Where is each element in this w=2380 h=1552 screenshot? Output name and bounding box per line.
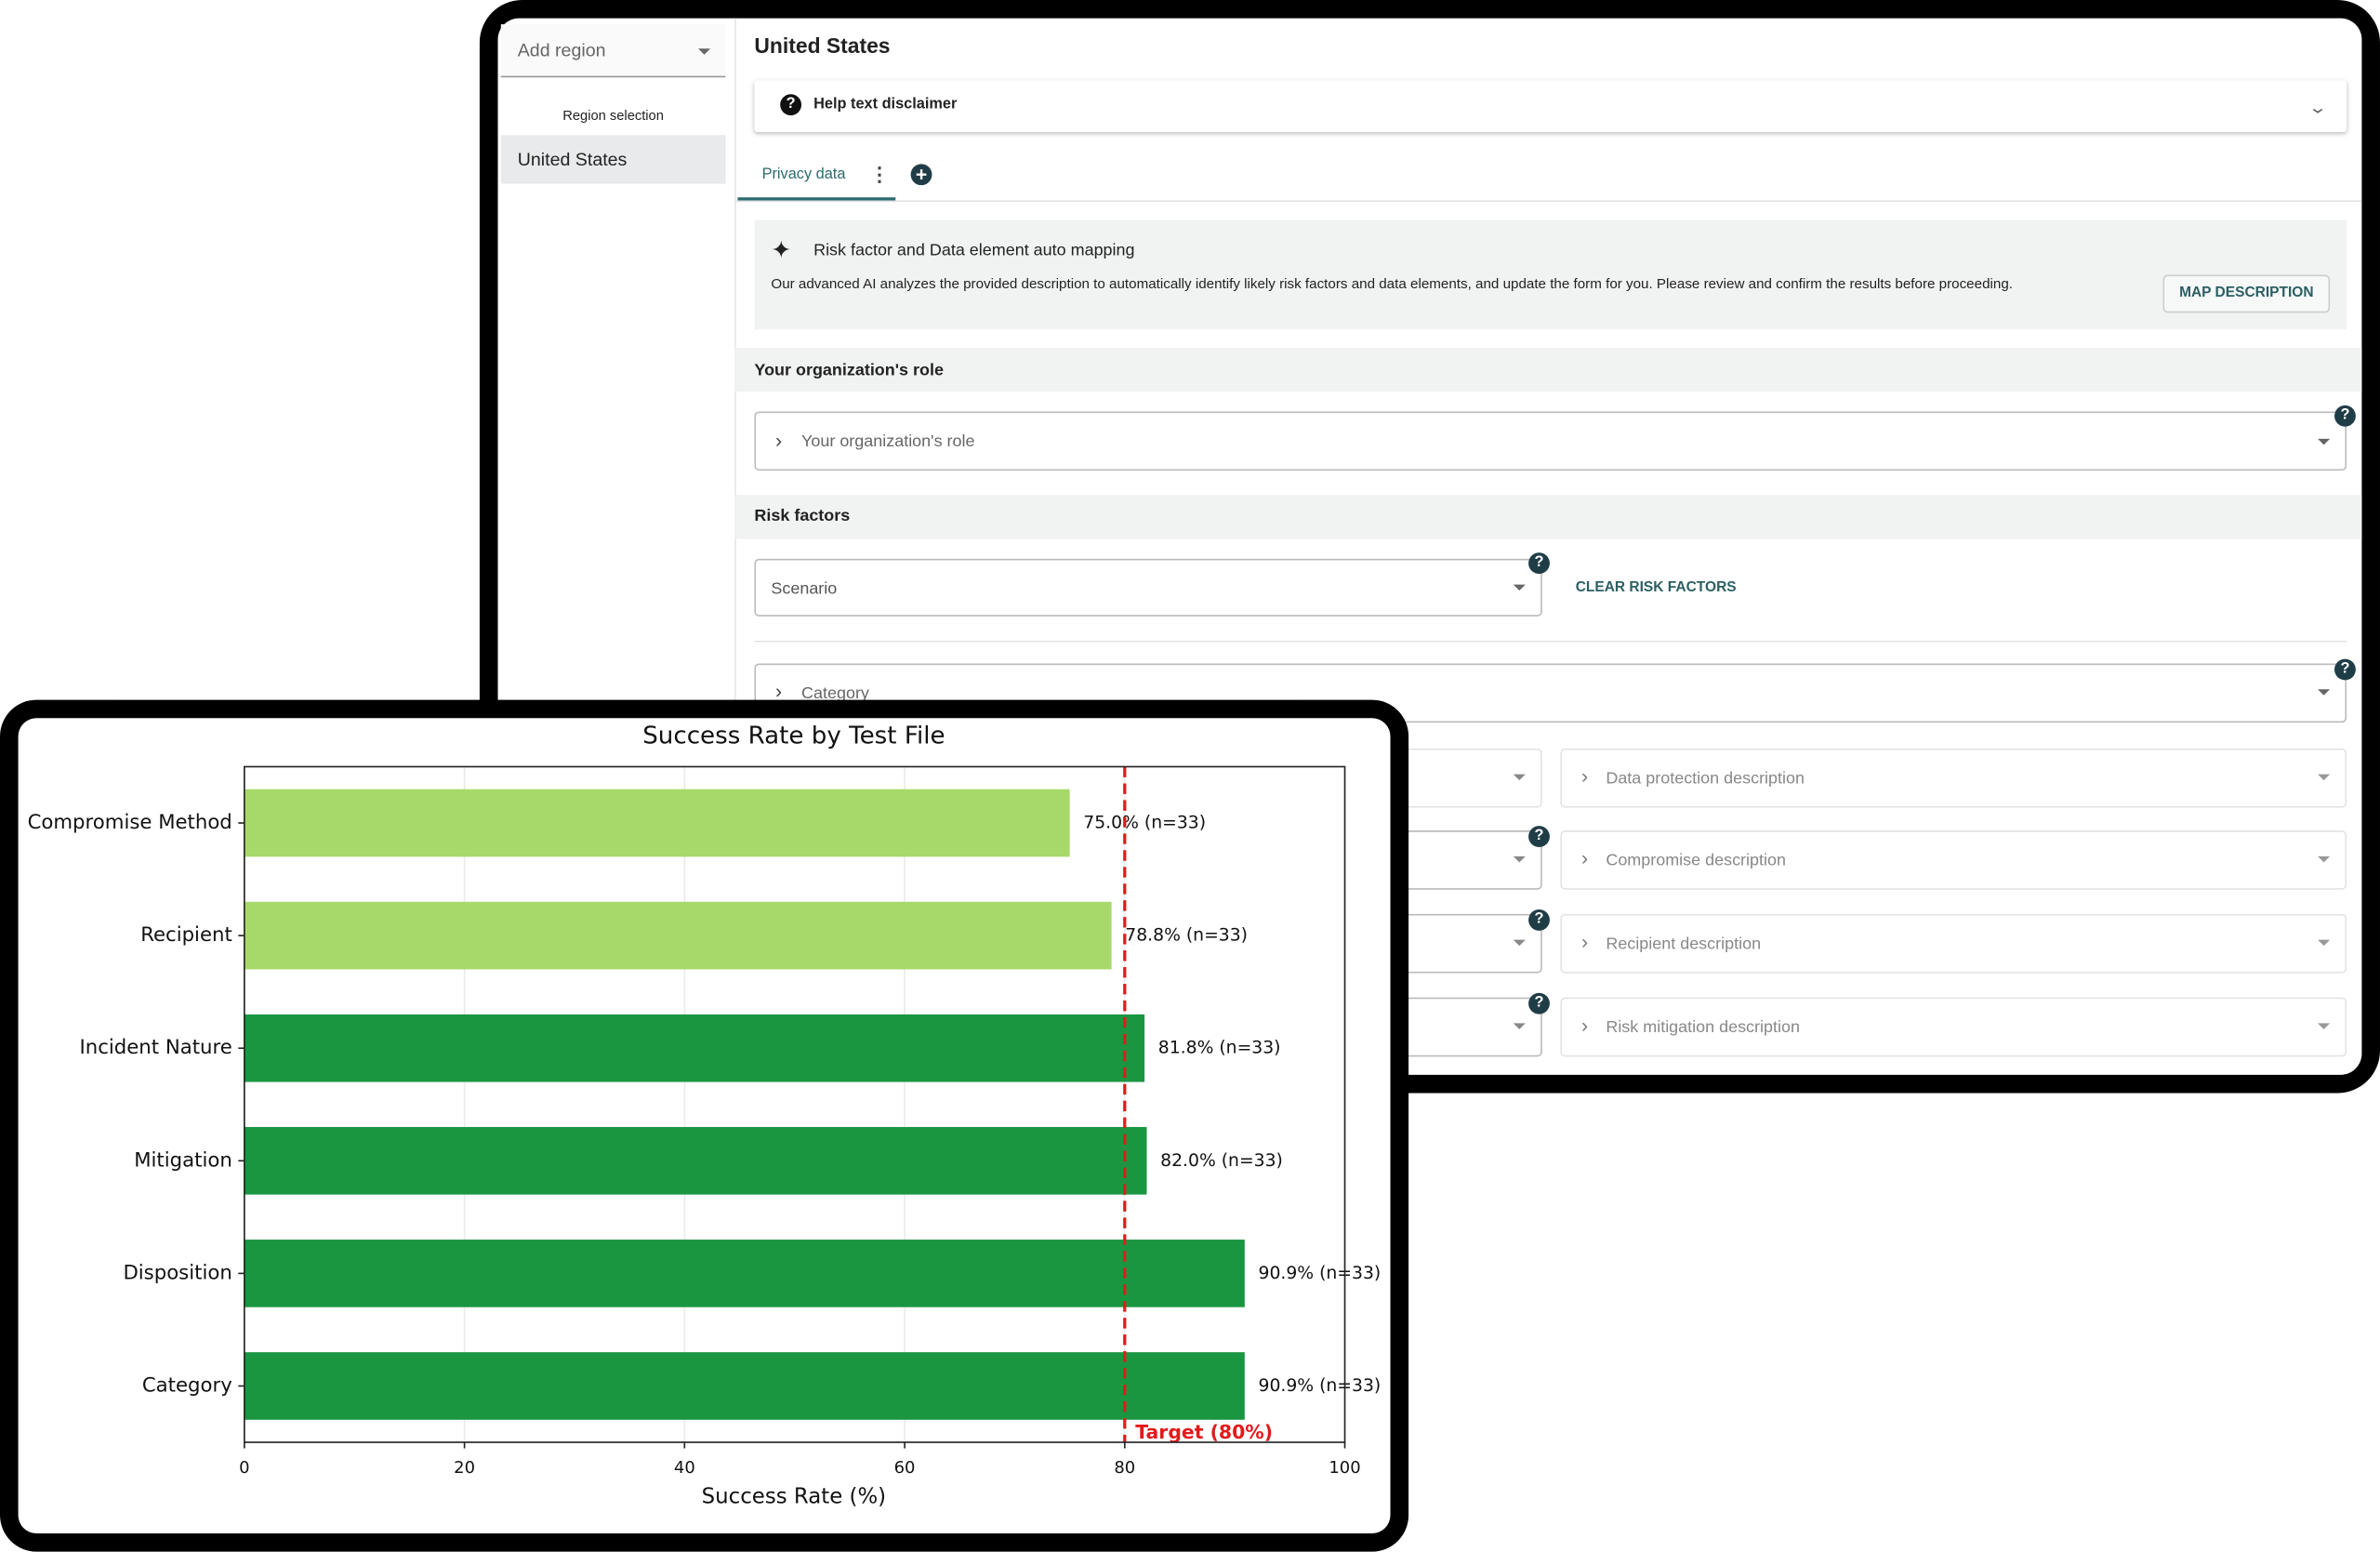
- y-tick-label: Category: [142, 1373, 232, 1397]
- y-tick-label: Compromise Method: [28, 811, 232, 834]
- help-text: Help text disclaimer: [813, 96, 958, 113]
- value-label: 78.8% (n=33): [1125, 926, 1248, 946]
- description-label: Data protection description: [1606, 769, 1805, 789]
- tab-underline: [737, 197, 896, 201]
- x-tick-label: 20: [454, 1458, 475, 1478]
- tab-divider: [734, 200, 2362, 203]
- x-axis-label: Success Rate (%): [702, 1484, 886, 1508]
- category-label: Category: [801, 684, 869, 703]
- add-region-dropdown[interactable]: [500, 24, 726, 78]
- help-icon: ?: [780, 94, 802, 116]
- description-label: Recipient description: [1606, 935, 1762, 954]
- bar: [244, 1014, 1145, 1082]
- bar: [244, 1126, 1147, 1195]
- dropdown-caret: [1513, 774, 1526, 781]
- plot-frame: [244, 765, 1346, 1443]
- section-band: [734, 347, 2362, 392]
- role-field-label: Your organization's role: [801, 432, 975, 451]
- sparkle-icon: ✦: [771, 238, 792, 265]
- map-button[interactable]: [2162, 274, 2331, 313]
- sidebar-divider: [734, 18, 736, 1075]
- dropdown-caret: [2318, 689, 2331, 696]
- chevron: ›: [775, 429, 783, 453]
- expand-chevron: ⌄: [2307, 99, 2328, 118]
- chevron: ›: [1580, 930, 1589, 953]
- description-field[interactable]: [1560, 913, 2347, 974]
- chevron: ›: [775, 680, 783, 703]
- help-card[interactable]: [754, 80, 2347, 133]
- section-title: Risk factors: [754, 507, 851, 525]
- ai-card: [754, 219, 2347, 330]
- dropdown-caret: [2318, 939, 2331, 947]
- chart: Success Rate by Test File Success Rate (…: [28, 722, 1382, 1508]
- ai-title: Risk factor and Data element auto mappin…: [813, 241, 1135, 260]
- help-icon[interactable]: ?: [1528, 826, 1550, 848]
- help-icon[interactable]: ?: [1528, 909, 1550, 931]
- y-tick-label: Recipient: [140, 923, 232, 947]
- selected-region-row[interactable]: [500, 135, 726, 184]
- bar: [244, 1352, 1245, 1420]
- add-region-label: Add region: [517, 39, 606, 61]
- x-tick-label: 60: [894, 1458, 916, 1478]
- clear-button[interactable]: CLEAR RISK FACTORS: [1575, 578, 1737, 596]
- value-label: 75.0% (n=33): [1083, 814, 1206, 833]
- add-tab[interactable]: +: [910, 164, 932, 186]
- bar: [244, 901, 1112, 970]
- tab-menu[interactable]: ⋮: [869, 162, 890, 186]
- scenario-label: Scenario: [771, 579, 838, 599]
- help-icon[interactable]: ?: [2334, 658, 2356, 681]
- divider: [754, 640, 2347, 643]
- tab-label[interactable]: Privacy data: [761, 166, 846, 183]
- value-label: 81.8% (n=33): [1158, 1039, 1281, 1058]
- scenario-field[interactable]: [754, 558, 1542, 617]
- description-label: Risk mitigation description: [1606, 1018, 1800, 1038]
- value-label: 90.9% (n=33): [1259, 1376, 1382, 1396]
- dropdown-caret: [2318, 438, 2331, 445]
- x-tick-label: 0: [239, 1458, 249, 1478]
- dropdown-caret: [1513, 1023, 1526, 1029]
- y-tick-label: Mitigation: [134, 1148, 232, 1172]
- description-label: Compromise description: [1606, 851, 1786, 870]
- section-title: Your organization's role: [754, 361, 944, 380]
- x-tick-label: 80: [1114, 1458, 1135, 1478]
- chevron: ›: [1580, 764, 1589, 788]
- dropdown-caret: [2318, 856, 2331, 863]
- y-tick-label: Disposition: [123, 1261, 231, 1284]
- ai-text: Our advanced AI analyzes the provided de…: [771, 276, 2013, 292]
- value-label: 82.0% (n=33): [1160, 1151, 1283, 1171]
- dropdown-caret: [1513, 856, 1526, 863]
- section-band: [734, 495, 2362, 539]
- description-field[interactable]: [1560, 830, 2347, 890]
- help-icon[interactable]: ?: [1528, 992, 1550, 1015]
- map-button-label: MAP DESCRIPTION: [2179, 285, 2314, 302]
- description-field[interactable]: [1560, 748, 2347, 808]
- target-label: Target (80%): [1135, 1421, 1273, 1443]
- chevron: ›: [1580, 1014, 1589, 1037]
- page-title: United States: [754, 33, 891, 59]
- x-tick-label: 100: [1329, 1458, 1360, 1478]
- chart-title: Success Rate by Test File: [642, 722, 945, 749]
- help-icon[interactable]: ?: [1528, 552, 1550, 575]
- dropdown-caret: [698, 48, 711, 55]
- selected-region: United States: [517, 148, 628, 170]
- description-field[interactable]: [1560, 997, 2347, 1057]
- help-icon[interactable]: ?: [2334, 405, 2356, 427]
- x-tick-label: 40: [674, 1458, 695, 1478]
- dropdown-caret: [1513, 584, 1526, 591]
- role-field[interactable]: [754, 411, 2347, 471]
- chevron: ›: [1580, 846, 1589, 870]
- value-label: 90.9% (n=33): [1259, 1264, 1382, 1283]
- y-tick-label: Incident Nature: [80, 1036, 232, 1059]
- dropdown-caret: [1513, 939, 1526, 947]
- bar: [244, 1240, 1245, 1307]
- region-selection-label: Region selection: [562, 107, 664, 124]
- dropdown-caret: [2318, 774, 2331, 781]
- dropdown-caret: [2318, 1023, 2331, 1029]
- bar: [244, 789, 1070, 857]
